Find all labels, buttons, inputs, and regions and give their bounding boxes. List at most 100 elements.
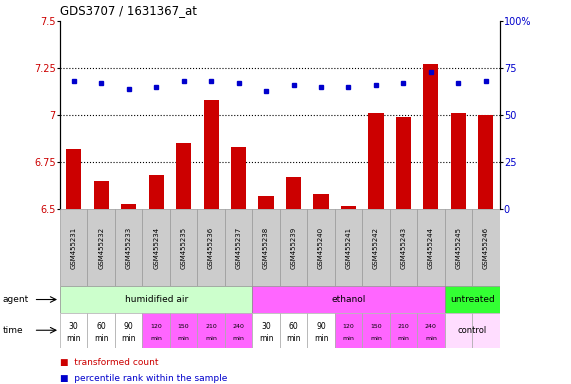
Text: 210: 210 (397, 324, 409, 329)
Bar (87, 209, 115, 286)
Bar (445, 313, 472, 348)
Bar (170, 313, 198, 348)
Text: 120: 120 (150, 324, 162, 329)
Text: min: min (343, 336, 355, 341)
Text: humidified air: humidified air (124, 295, 188, 304)
Text: GSM455246: GSM455246 (483, 227, 489, 269)
Bar (313, 194, 328, 209)
Bar (423, 65, 439, 209)
Text: 150: 150 (178, 324, 190, 329)
Bar (142, 313, 170, 348)
Bar (472, 209, 500, 286)
Bar (307, 313, 335, 348)
Text: control: control (457, 326, 486, 335)
Text: ■  percentile rank within the sample: ■ percentile rank within the sample (60, 374, 227, 383)
Bar (417, 209, 445, 286)
Text: min: min (313, 334, 328, 343)
Text: time: time (3, 326, 23, 335)
Text: 30: 30 (261, 321, 271, 331)
Bar (60, 286, 252, 313)
Text: 150: 150 (370, 324, 382, 329)
Bar (280, 313, 307, 348)
Text: GSM455242: GSM455242 (373, 227, 379, 269)
Text: 210: 210 (205, 324, 217, 329)
Bar (286, 177, 301, 209)
Text: GSM455232: GSM455232 (98, 227, 104, 269)
Text: min: min (425, 336, 437, 341)
Text: GSM455245: GSM455245 (456, 227, 461, 269)
Bar (115, 209, 142, 286)
Text: min: min (286, 334, 301, 343)
Bar (198, 313, 225, 348)
Text: min: min (66, 334, 81, 343)
Bar (225, 313, 252, 348)
Bar (451, 113, 466, 209)
Text: untreated: untreated (450, 295, 494, 304)
Text: GSM455233: GSM455233 (126, 227, 132, 269)
Text: min: min (259, 334, 274, 343)
Text: 90: 90 (124, 321, 134, 331)
Bar (121, 204, 136, 209)
Bar (362, 313, 389, 348)
Text: GSM455243: GSM455243 (400, 227, 407, 269)
Bar (335, 313, 362, 348)
Bar (478, 115, 493, 209)
Text: min: min (370, 336, 382, 341)
Bar (66, 149, 81, 209)
Bar (115, 313, 142, 348)
Text: 120: 120 (343, 324, 355, 329)
Bar (148, 175, 164, 209)
Bar (472, 313, 500, 348)
Bar (252, 313, 280, 348)
Text: GSM455239: GSM455239 (291, 227, 296, 269)
Bar (368, 113, 384, 209)
Bar (252, 209, 280, 286)
Text: GDS3707 / 1631367_at: GDS3707 / 1631367_at (60, 4, 197, 17)
Text: GSM455244: GSM455244 (428, 227, 434, 269)
Bar (87, 313, 115, 348)
Bar (259, 196, 274, 209)
Text: 240: 240 (232, 324, 244, 329)
Text: min: min (397, 336, 409, 341)
Text: min: min (178, 336, 190, 341)
Text: 60: 60 (96, 321, 106, 331)
Bar (389, 313, 417, 348)
Text: min: min (94, 334, 108, 343)
Bar (445, 209, 472, 286)
Bar (335, 209, 362, 286)
Text: GSM455240: GSM455240 (318, 227, 324, 269)
Bar (94, 181, 108, 209)
Bar (60, 313, 87, 348)
Text: GSM455234: GSM455234 (153, 227, 159, 269)
Bar (203, 100, 219, 209)
Bar (417, 313, 445, 348)
Text: 90: 90 (316, 321, 326, 331)
Text: GSM455231: GSM455231 (71, 227, 77, 269)
Bar (198, 209, 225, 286)
Bar (60, 209, 87, 286)
Bar (307, 209, 335, 286)
Text: GSM455237: GSM455237 (236, 227, 242, 269)
Bar (280, 209, 307, 286)
Bar (231, 147, 246, 209)
Text: min: min (150, 336, 162, 341)
Bar (170, 209, 198, 286)
Text: 60: 60 (289, 321, 299, 331)
Text: ethanol: ethanol (331, 295, 365, 304)
Bar (445, 286, 500, 313)
Text: agent: agent (3, 295, 29, 304)
Bar (252, 286, 445, 313)
Bar (389, 209, 417, 286)
Text: 30: 30 (69, 321, 79, 331)
Text: 240: 240 (425, 324, 437, 329)
Text: min: min (122, 334, 136, 343)
Text: ■  transformed count: ■ transformed count (60, 358, 159, 367)
Bar (362, 209, 389, 286)
Bar (142, 209, 170, 286)
Bar (341, 205, 356, 209)
Bar (225, 209, 252, 286)
Bar (176, 144, 191, 209)
Text: GSM455238: GSM455238 (263, 227, 269, 269)
Text: GSM455236: GSM455236 (208, 227, 214, 269)
Text: GSM455241: GSM455241 (345, 227, 352, 269)
